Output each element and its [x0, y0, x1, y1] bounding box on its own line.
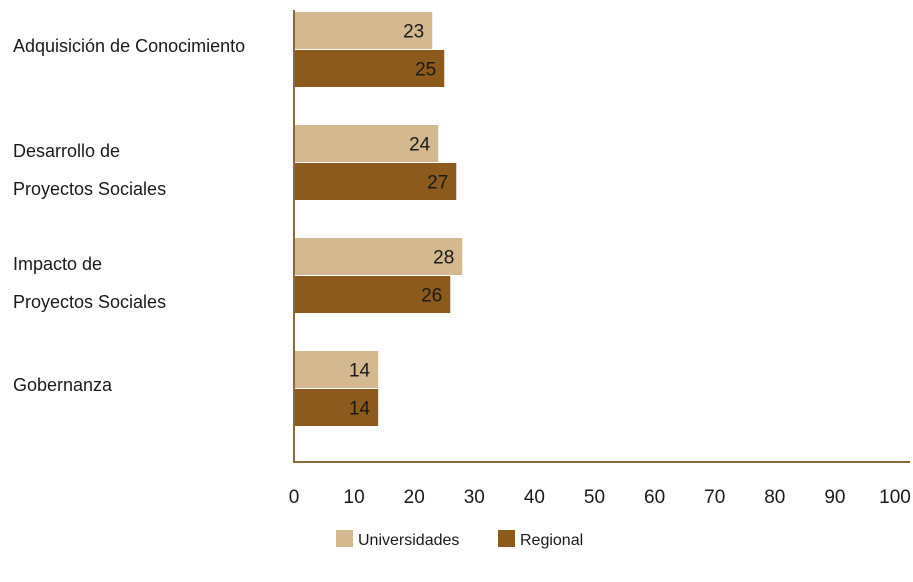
legend-swatch-universidades — [336, 530, 353, 547]
legend: Universidades Regional — [336, 530, 583, 549]
value-label-regional-1: 27 — [427, 173, 448, 194]
category-label-2-line-0: Impacto de — [13, 254, 102, 274]
bar-universidades-1 — [294, 125, 439, 162]
bars-group — [294, 12, 463, 426]
bar-universidades-2 — [294, 238, 463, 275]
x-tick-label-20: 20 — [404, 487, 425, 508]
category-label-1-line-0: Desarrollo de — [13, 141, 120, 161]
value-label-universidades-3: 14 — [349, 361, 371, 382]
x-tick-label-100: 100 — [879, 487, 911, 508]
bar-regional-3 — [294, 389, 379, 426]
bar-universidades-3 — [294, 351, 379, 388]
value-label-regional-3: 14 — [349, 399, 371, 420]
x-tick-label-10: 10 — [344, 487, 365, 508]
x-tick-label-90: 90 — [824, 487, 845, 508]
value-label-universidades-2: 28 — [433, 248, 454, 269]
category-label-3-line-0: Gobernanza — [13, 375, 113, 395]
x-tick-label-40: 40 — [524, 487, 545, 508]
axes-group — [293, 10, 910, 463]
x-tick-label-50: 50 — [584, 487, 605, 508]
value-label-universidades-1: 24 — [409, 135, 431, 156]
x-tick-labels-group: 0 10 20 30 40 50 60 70 80 90 100 — [289, 487, 911, 508]
category-labels-group: Adquisición de Conocimiento Desarrollo de… — [13, 36, 245, 395]
value-label-regional-0: 25 — [415, 60, 436, 81]
x-tick-label-80: 80 — [764, 487, 785, 508]
value-labels-group: 23 24 28 14 25 27 26 14 — [349, 22, 454, 420]
bar-universidades-0 — [294, 12, 433, 49]
value-label-regional-2: 26 — [421, 286, 442, 307]
category-label-1-line-1: Proyectos Sociales — [13, 179, 166, 199]
value-label-universidades-0: 23 — [403, 22, 424, 43]
bar-regional-0 — [294, 50, 445, 87]
legend-label-universidades: Universidades — [358, 532, 459, 549]
bar-regional-1 — [294, 163, 457, 200]
legend-swatch-regional — [498, 530, 515, 547]
category-label-2-line-1: Proyectos Sociales — [13, 292, 166, 312]
bar-regional-2 — [294, 276, 451, 313]
x-tick-label-60: 60 — [644, 487, 665, 508]
x-tick-label-0: 0 — [289, 487, 300, 508]
x-tick-label-30: 30 — [464, 487, 485, 508]
category-label-0-line-0: Adquisición de Conocimiento — [13, 36, 245, 56]
legend-label-regional: Regional — [520, 532, 583, 549]
x-tick-label-70: 70 — [704, 487, 725, 508]
